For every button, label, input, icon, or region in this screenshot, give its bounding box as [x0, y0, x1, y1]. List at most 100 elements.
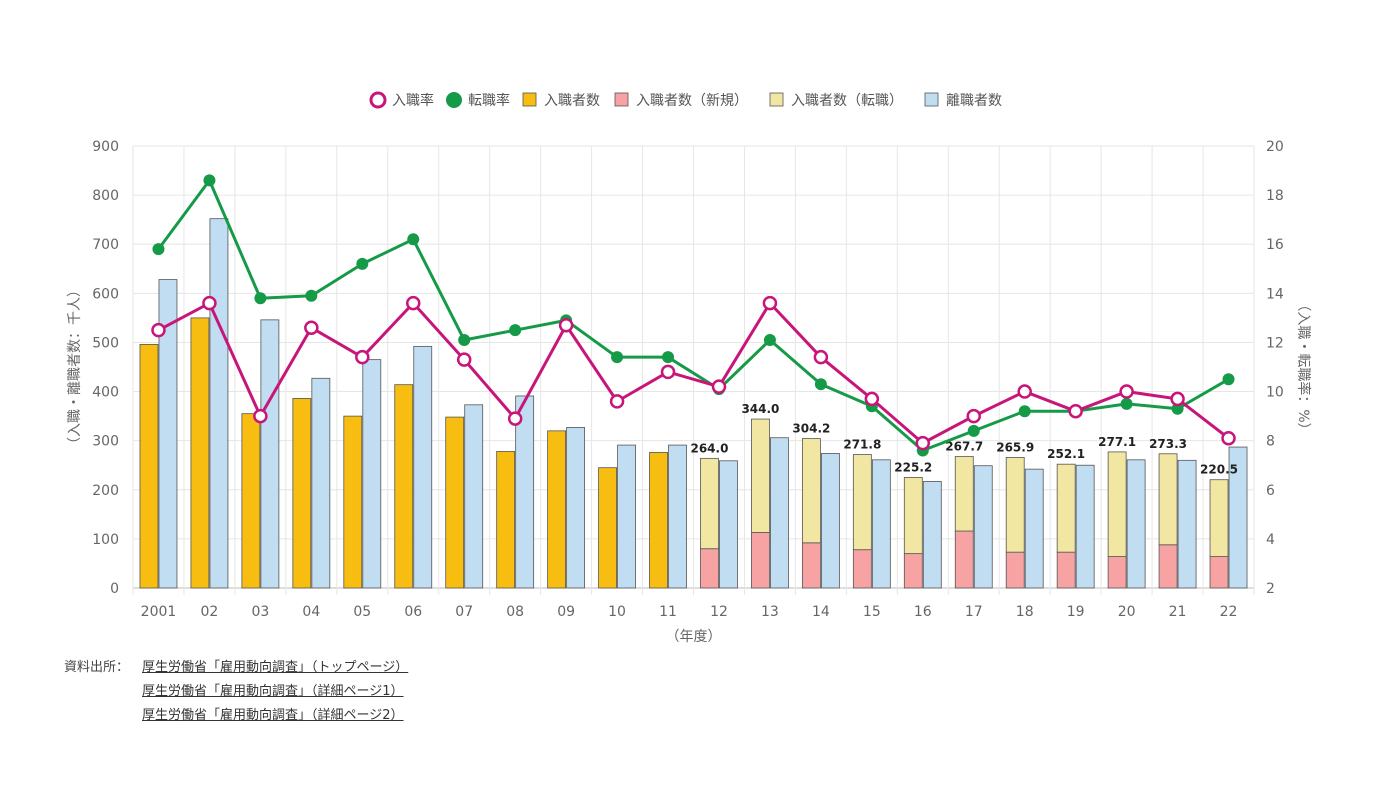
change-rate-point — [152, 243, 165, 256]
y2-tick-label: 16 — [1266, 237, 1284, 253]
x-tick-label: 06 — [404, 604, 422, 620]
change-rate-point — [1171, 402, 1184, 415]
source-link-detail-2[interactable]: 厚生労働省「雇用動向調査」（詳細ページ2） — [142, 708, 404, 723]
legend-label: 転職率 — [468, 92, 510, 109]
bar-separations — [515, 395, 535, 589]
bar-separations — [1228, 446, 1248, 589]
x-tick-label: 05 — [353, 604, 371, 620]
bar-hires-change — [1209, 479, 1229, 557]
bar-hires-change — [1005, 457, 1025, 553]
y-tick-label: 300 — [92, 434, 119, 450]
y2-tick-label: 2 — [1266, 581, 1275, 597]
x-tick-label: 11 — [659, 604, 677, 620]
bar-separations — [1126, 459, 1146, 589]
bar-separations — [973, 465, 993, 589]
y-tick-label: 500 — [92, 335, 119, 351]
bar-hires — [190, 317, 210, 589]
bar-hires-new — [700, 548, 719, 589]
x-tick-label: 16 — [914, 604, 932, 620]
hire-rate-point — [813, 349, 829, 365]
hire-rate-line — [157, 301, 1230, 445]
bar-total-label: 344.0 — [741, 402, 779, 416]
bar-total-label: 273.3 — [1149, 437, 1187, 451]
source-link-detail-1[interactable]: 厚生労働省「雇用動向調査」（詳細ページ1） — [142, 684, 404, 699]
hire-rate-point — [406, 295, 421, 311]
bar-hires — [139, 344, 159, 589]
y2-tick-label: 12 — [1266, 335, 1284, 351]
bar-separations — [770, 437, 789, 589]
x-tick-label: 07 — [455, 604, 473, 620]
bar-separations — [464, 404, 484, 589]
change-rate-point — [611, 351, 624, 364]
source-label: 資料出所： — [64, 660, 130, 675]
bar-total-label: 277.1 — [1098, 435, 1136, 449]
hire-rate-point — [609, 394, 625, 409]
bar-separations — [719, 460, 738, 589]
change-rate-point — [356, 257, 369, 270]
x-axis-title: （年度） — [666, 629, 722, 645]
bar-hires-new — [852, 549, 872, 589]
hire-rate-point — [1068, 403, 1083, 419]
x-tick-label: 19 — [1067, 604, 1085, 620]
x-tick-label: 20 — [1118, 604, 1136, 620]
bar-hires-change — [903, 477, 923, 555]
hire-rate-point — [456, 352, 472, 367]
legend-marker-box — [769, 92, 784, 107]
legend-marker-box — [614, 92, 629, 107]
y2-tick-label: 6 — [1266, 483, 1275, 499]
legend: 入職率 転職率 入職者数 入職者数（新規） 入職者数（転職） 離職者数 — [369, 91, 1002, 109]
y2-tick-label: 4 — [1266, 532, 1275, 548]
bar-hires-change — [954, 456, 974, 532]
bar-separations — [617, 444, 636, 589]
y2-tick-label: 10 — [1266, 385, 1284, 401]
bar-separations — [566, 427, 586, 589]
legend-label: 入職者数（新規） — [636, 93, 748, 109]
y2-tick-label: 20 — [1266, 139, 1284, 155]
hire-rate-point — [1017, 384, 1032, 399]
source-link-top[interactable]: 厚生労働省「雇用動向調査」（トップページ） — [142, 660, 409, 675]
bar-separations — [922, 481, 942, 589]
hire-rate-point — [660, 364, 676, 380]
bar-hires-new — [1107, 556, 1127, 589]
x-tick-label: 21 — [1169, 604, 1187, 620]
bar-separations — [260, 319, 280, 589]
hire-rate-point — [1170, 391, 1185, 407]
x-tick-label: 02 — [201, 604, 219, 620]
bar-hires — [292, 398, 312, 589]
bar-separations — [311, 377, 331, 589]
change-rate-line — [157, 178, 1230, 452]
bar-hires-change — [751, 418, 770, 533]
bar-separations — [820, 453, 840, 589]
hire-rate-point — [864, 391, 880, 407]
x-tick-label: 2001 — [141, 604, 177, 620]
bar-total-label: 220.5 — [1200, 463, 1238, 477]
bar-total-label: 265.9 — [996, 440, 1034, 454]
bar-hires-new — [801, 542, 821, 589]
bar-hires-new — [1158, 544, 1178, 589]
change-rate-point — [509, 324, 522, 337]
y-tick-label: 400 — [92, 385, 119, 401]
y2-tick-label: 14 — [1266, 286, 1284, 302]
bar-hires — [445, 416, 465, 589]
change-rate-point — [1018, 405, 1031, 418]
bar-separations — [668, 444, 687, 589]
y-tick-label: 800 — [92, 188, 119, 204]
bar-separations — [209, 218, 229, 589]
legend-marker-dot — [446, 92, 462, 108]
hire-rate-point — [558, 318, 574, 333]
bar-hires — [547, 430, 567, 589]
hire-rate-point — [1221, 430, 1236, 446]
bar-hires-new — [903, 553, 923, 589]
bar-hires-change — [1107, 451, 1127, 557]
bar-separations — [158, 279, 178, 589]
bar-total-label: 264.0 — [690, 441, 728, 455]
bar-hires — [598, 467, 617, 589]
bar-hires-change — [801, 438, 821, 544]
bar-hires — [394, 384, 414, 589]
y-tick-label: 0 — [110, 581, 119, 597]
bar-total-label: 304.2 — [792, 422, 830, 436]
x-tick-label: 04 — [302, 604, 320, 620]
change-rate-point — [254, 292, 267, 305]
bar-hires — [496, 451, 516, 589]
hire-rate-point — [202, 295, 217, 311]
